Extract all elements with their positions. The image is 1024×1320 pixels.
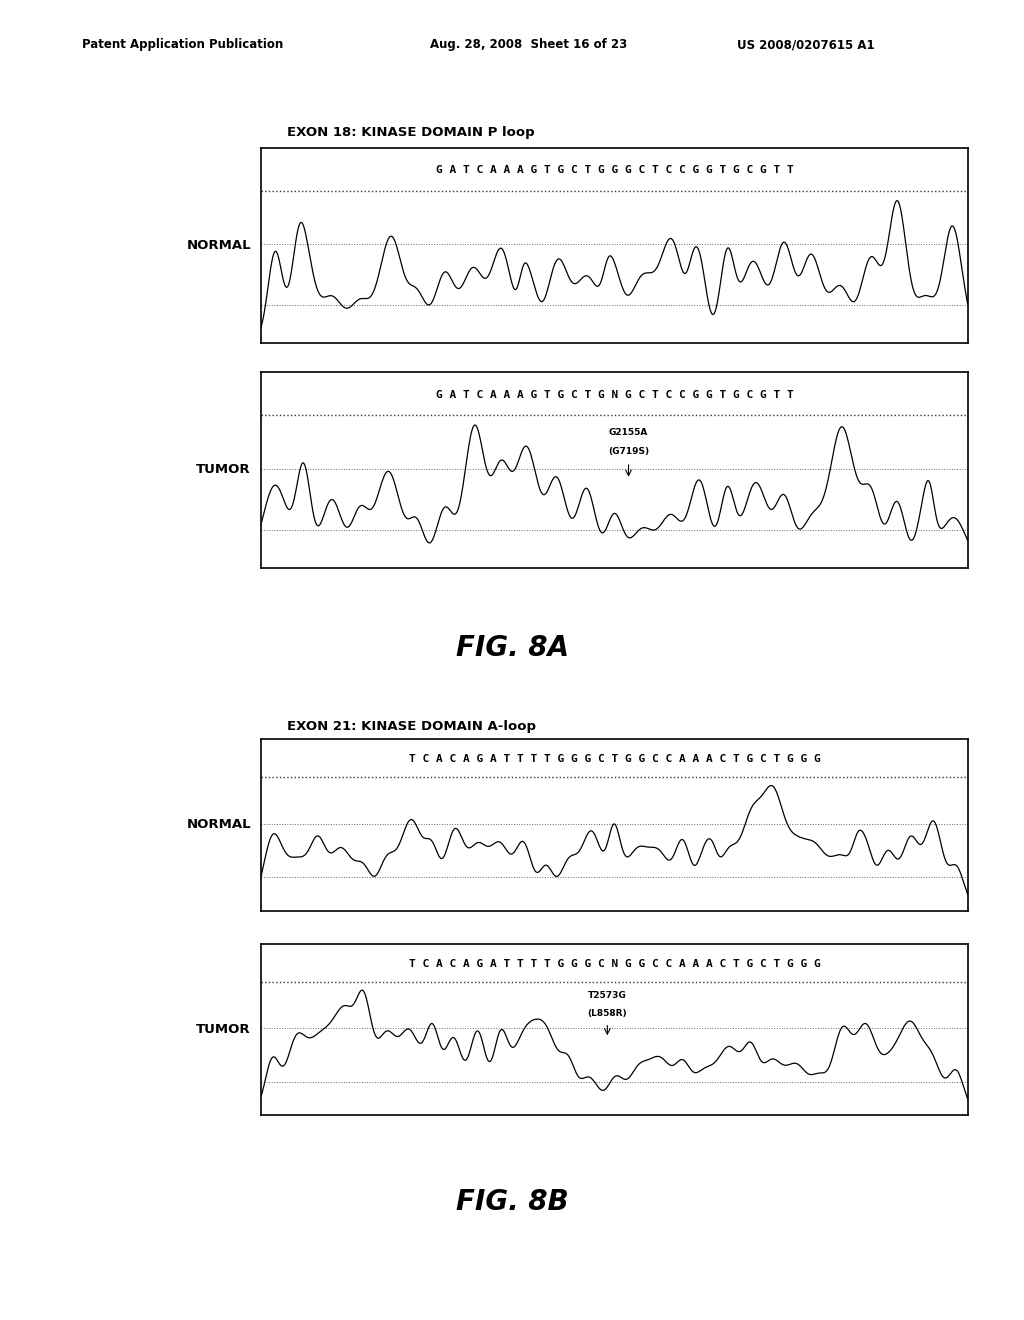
Text: Patent Application Publication: Patent Application Publication — [82, 38, 284, 51]
Text: G A T C A A A G T G C T G G G C T C C G G T G C G T T: G A T C A A A G T G C T G G G C T C C G … — [435, 165, 794, 176]
Text: Aug. 28, 2008  Sheet 16 of 23: Aug. 28, 2008 Sheet 16 of 23 — [430, 38, 628, 51]
Text: T2573G: T2573G — [588, 991, 627, 1001]
Text: US 2008/0207615 A1: US 2008/0207615 A1 — [737, 38, 874, 51]
Text: FIG. 8A: FIG. 8A — [456, 634, 568, 661]
Text: TUMOR: TUMOR — [197, 463, 251, 477]
Text: (G719S): (G719S) — [608, 447, 649, 457]
Text: G A T C A A A G T G C T G N G C T C C G G T G C G T T: G A T C A A A G T G C T G N G C T C C G … — [435, 389, 794, 400]
Text: EXON 18: KINASE DOMAIN P loop: EXON 18: KINASE DOMAIN P loop — [287, 125, 535, 139]
Text: T C A C A G A T T T T G G G C N G G C C A A A C T G C T G G G: T C A C A G A T T T T G G G C N G G C C … — [409, 958, 820, 969]
Text: NORMAL: NORMAL — [186, 239, 251, 252]
Text: FIG. 8B: FIG. 8B — [456, 1188, 568, 1216]
Text: (L858R): (L858R) — [588, 1008, 627, 1018]
Text: NORMAL: NORMAL — [186, 818, 251, 832]
Text: G2155A: G2155A — [609, 428, 648, 437]
Text: T C A C A G A T T T T G G G C T G G C C A A A C T G C T G G G: T C A C A G A T T T T G G G C T G G C C … — [409, 754, 820, 764]
Text: TUMOR: TUMOR — [197, 1023, 251, 1036]
Text: EXON 21: KINASE DOMAIN A-loop: EXON 21: KINASE DOMAIN A-loop — [287, 719, 536, 733]
